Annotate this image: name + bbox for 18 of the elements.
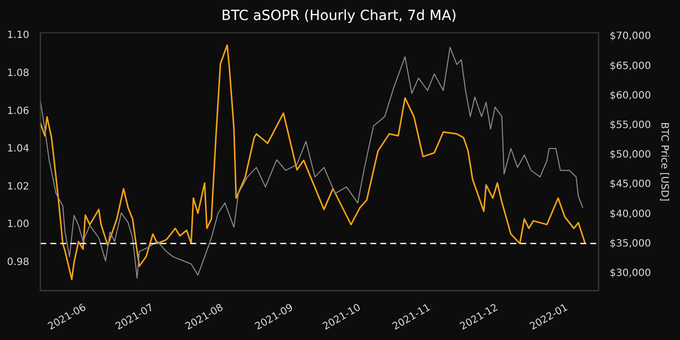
y-tick-label: 1.02: [7, 181, 30, 192]
y2-tick-label: $30,000: [610, 268, 652, 279]
y-tick-label: 1.08: [7, 68, 30, 80]
y2-axis-title: BTC Price [USD]: [658, 122, 670, 202]
y2-tick-label: $45,000: [610, 179, 652, 190]
y2-tick-label: $55,000: [610, 120, 652, 132]
y2-tick-label: $65,000: [610, 60, 652, 72]
y-tick-label: 1.00: [7, 219, 30, 230]
y-tick-label: 1.06: [7, 106, 30, 117]
chart-title: BTC aSOPR (Hourly Chart, 7d MA): [221, 8, 457, 24]
y2-tick-label: $35,000: [610, 238, 652, 250]
y-tick-label: 1.10: [7, 30, 30, 42]
y2-tick-label: $40,000: [610, 208, 652, 220]
y2-tick-label: $50,000: [610, 150, 652, 161]
y2-tick-label: $60,000: [610, 90, 652, 102]
y-tick-label: 1.04: [7, 144, 30, 155]
y-tick-label: 0.98: [7, 256, 30, 268]
y2-tick-label: $70,000: [610, 31, 652, 42]
